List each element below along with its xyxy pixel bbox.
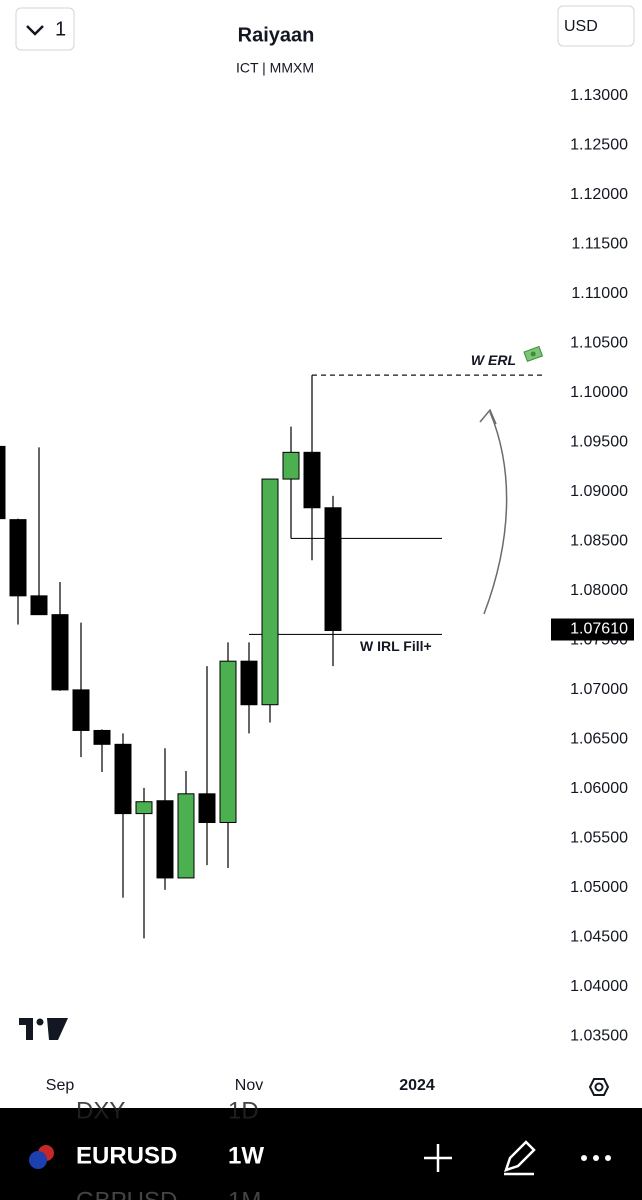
y-tick-label: 1.09000 <box>570 483 628 500</box>
currency-label: USD <box>564 18 598 35</box>
level-label: W IRL Fill+ <box>360 638 432 654</box>
x-tick-label: Nov <box>235 1077 263 1094</box>
candle-body <box>93 729 111 745</box>
plot-area: 1.03500 1.04000 1.04500 1.05000 1.05500 1.060… <box>0 87 628 1094</box>
candle-body <box>72 689 90 731</box>
x-tick-label: 2024 <box>399 1077 435 1094</box>
candle-body <box>282 451 300 480</box>
candle-body <box>51 614 69 691</box>
symbol[interactable]: EURUSD <box>76 1142 177 1169</box>
candle-body <box>156 800 174 879</box>
y-tick-label: 1.06500 <box>570 731 628 748</box>
level-label: W ERL <box>471 352 516 368</box>
arrow-head <box>479 408 497 425</box>
flag-icon <box>29 1145 54 1169</box>
y-tick-label: 1.12500 <box>570 137 628 154</box>
candle-body <box>30 595 48 616</box>
next-interval[interactable]: 1M <box>228 1187 261 1200</box>
tradingview-logo <box>19 1018 68 1040</box>
next-symbol[interactable]: GBPUSD <box>76 1187 177 1200</box>
interval-button[interactable] <box>15 7 75 51</box>
y-tick-label: 1.11000 <box>571 285 628 302</box>
price-tag-label: 1.07610 <box>570 621 628 638</box>
candle-body <box>240 660 258 706</box>
y-tick-label: 1.04000 <box>570 978 628 995</box>
candle-body <box>114 743 132 815</box>
price-tag <box>551 618 634 641</box>
chart-title: Raiyaan <box>238 24 315 46</box>
candle-body <box>177 793 195 879</box>
candle-body <box>9 519 27 597</box>
y-tick-label: 1.05500 <box>570 830 628 847</box>
candle-body <box>261 478 279 706</box>
y-tick-label: 1.04500 <box>570 929 628 946</box>
y-tick-label: 1.06000 <box>570 780 628 797</box>
y-tick-label: 1.05000 <box>570 879 628 896</box>
chevron-icon <box>26 25 44 36</box>
y-tick-label: 1.03500 <box>570 1028 628 1045</box>
candle-body <box>135 801 153 815</box>
y-tick-label: 1.13000 <box>570 87 628 104</box>
fade-top <box>0 1108 642 1122</box>
y-tick-label: 1.08500 <box>570 533 628 550</box>
add-icon[interactable] <box>424 1144 452 1172</box>
more-icon[interactable] <box>581 1155 611 1161</box>
draw-icon[interactable] <box>504 1140 536 1176</box>
drawn-arrow <box>483 411 508 615</box>
candle-body <box>0 445 6 520</box>
settings-icon[interactable] <box>588 1078 610 1096</box>
toolbar <box>0 1108 642 1200</box>
y-tick-label: 1.11500 <box>571 236 628 253</box>
candle-body <box>198 793 216 824</box>
candle-body <box>324 507 342 631</box>
interval-button-label: 1 <box>55 18 66 40</box>
interval[interactable]: 1W <box>228 1142 264 1169</box>
money-icon <box>523 345 544 363</box>
y-tick-label: 1.07000 <box>570 681 628 698</box>
settings-icon-center <box>594 1082 604 1092</box>
currency-button[interactable] <box>557 5 635 47</box>
candle-body <box>219 660 237 824</box>
y-tick-label: 1.10500 <box>570 335 628 352</box>
x-tick-label: Sep <box>46 1077 75 1094</box>
y-tick-label: 1.09500 <box>570 434 628 451</box>
y-tick-label: 1.10000 <box>570 384 628 401</box>
y-tick-label: 1.08000 <box>570 582 628 599</box>
y-tick-label: 1.12000 <box>570 186 628 203</box>
candle-body <box>303 451 321 509</box>
chart-subtitle: ICT | MMXM <box>236 60 314 76</box>
